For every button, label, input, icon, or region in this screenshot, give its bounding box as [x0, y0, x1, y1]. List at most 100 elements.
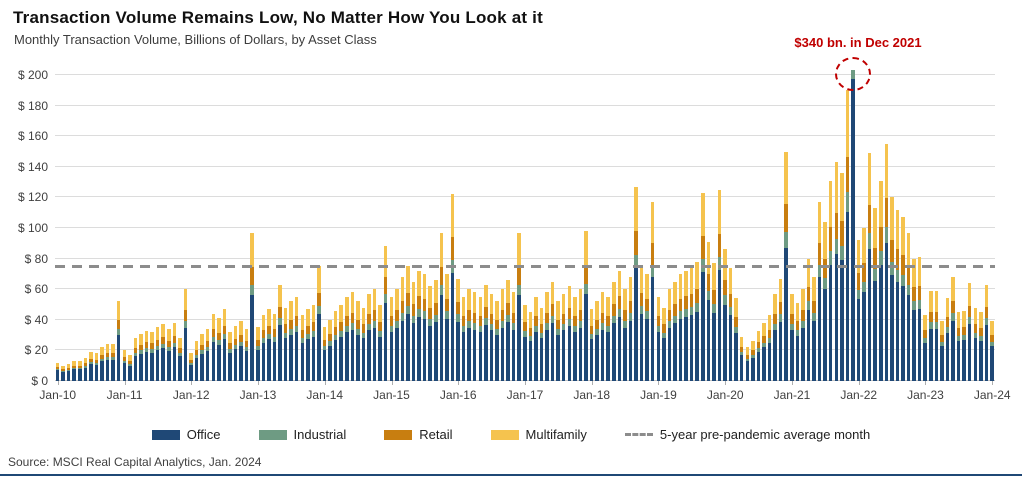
bar-month-71 [450, 194, 455, 381]
segment-multifamily [684, 270, 688, 297]
segment-office [929, 328, 933, 381]
segment-industrial [472, 323, 477, 330]
segment-retail [361, 324, 366, 334]
segment-multifamily [439, 232, 444, 267]
bar-month-151 [895, 209, 900, 381]
segment-industrial [973, 333, 978, 339]
segment-office [917, 309, 922, 381]
bar-month-20 [167, 329, 171, 381]
segment-multifamily [845, 90, 850, 158]
segment-multifamily [934, 290, 939, 312]
segment-multifamily [383, 246, 388, 278]
segment-retail [684, 296, 688, 310]
segment-industrial [545, 323, 549, 330]
segment-multifamily [178, 338, 182, 349]
source-note: Source: MSCI Real Capital Analytics, Jan… [8, 455, 262, 469]
segment-industrial [767, 338, 772, 343]
segment-industrial [662, 333, 666, 339]
segment-industrial [172, 343, 177, 348]
segment-multifamily [55, 362, 60, 367]
bar-month-124 [745, 347, 749, 381]
bar-month-38 [267, 309, 271, 381]
bar-month-35 [250, 232, 254, 381]
bar-month-113 [684, 270, 688, 381]
segment-retail [867, 205, 872, 233]
segment-industrial [233, 345, 238, 350]
segment-industrial [294, 326, 299, 333]
segment-multifamily [628, 277, 633, 301]
segment-industrial [956, 336, 961, 342]
segment-industrial [550, 316, 555, 324]
segment-office [589, 339, 594, 381]
segment-retail [478, 316, 483, 327]
segment-multifamily [662, 307, 666, 325]
x-tick [525, 381, 526, 385]
segment-office [222, 339, 227, 381]
bar-month-94 [578, 289, 583, 381]
segment-retail [78, 365, 82, 369]
segment-multifamily [411, 281, 416, 305]
segment-office [812, 320, 816, 381]
bar-month-79 [495, 301, 499, 381]
segment-office [617, 317, 622, 381]
segment-industrial [901, 274, 905, 287]
segment-retail [111, 352, 115, 358]
x-axis: Jan-10 Jan-11 Jan-12 Jan-13 Jan-14 Jan-15 Jan-… [39, 381, 1011, 405]
segment-industrial [667, 321, 672, 328]
segment-retail [634, 231, 638, 255]
segment-office [183, 327, 188, 381]
segment-office [283, 338, 288, 381]
segment-retail [662, 324, 666, 334]
legend-swatch-retail [384, 429, 413, 440]
segment-office [133, 356, 138, 381]
segment-multifamily [784, 151, 788, 205]
segment-industrial [94, 363, 99, 366]
segment-retail [834, 212, 838, 239]
segment-retail [400, 300, 405, 314]
segment-multifamily [862, 228, 866, 264]
segment-multifamily [523, 304, 527, 323]
segment-multifamily [884, 143, 889, 199]
segment-office [667, 327, 672, 381]
segment-multifamily [350, 292, 355, 313]
bar-month-125 [751, 341, 755, 381]
segment-office [906, 294, 911, 381]
x-tick-label: Jan-11 [106, 388, 143, 402]
segment-industrial [867, 232, 872, 249]
segment-retail [122, 357, 127, 362]
bar-month-31 [228, 332, 232, 381]
segment-office [194, 357, 199, 381]
segment-industrial [495, 329, 499, 335]
segment-office [895, 281, 900, 381]
segment-office [244, 350, 249, 381]
x-tick [658, 381, 660, 385]
segment-multifamily [979, 312, 983, 329]
segment-industrial [728, 307, 733, 316]
segment-industrial [528, 336, 533, 342]
segment-office [467, 327, 471, 381]
segment-multifamily [517, 232, 521, 267]
segment-multifamily [495, 301, 499, 320]
segment-multifamily [584, 231, 588, 266]
segment-office [701, 271, 705, 381]
segment-retail [345, 316, 349, 327]
segment-multifamily [400, 277, 405, 301]
bar-month-18 [155, 327, 160, 381]
segment-office [128, 365, 132, 381]
segment-retail [322, 339, 327, 347]
segment-retail [217, 332, 221, 341]
segment-retail [550, 304, 555, 317]
segment-industrial [417, 309, 421, 318]
x-tick [191, 381, 193, 385]
segment-office [806, 310, 811, 381]
segment-industrial [912, 301, 916, 311]
segment-multifamily [139, 333, 143, 345]
segment-industrial [773, 324, 777, 331]
segment-industrial [322, 346, 327, 350]
chart-subtitle: Monthly Transaction Volume, Billions of … [14, 32, 377, 47]
segment-retail [422, 298, 427, 312]
bar-month-147 [873, 208, 877, 381]
segment-office [695, 311, 699, 381]
segment-office [100, 361, 104, 381]
